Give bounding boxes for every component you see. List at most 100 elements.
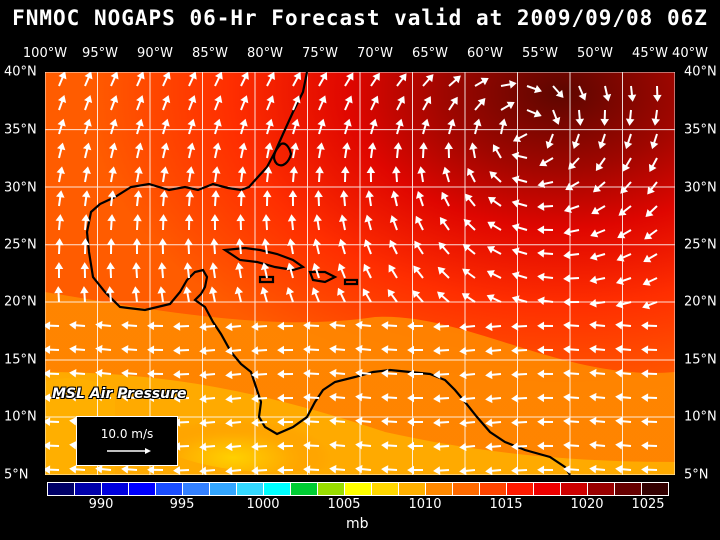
wind-vector-head <box>235 238 245 246</box>
colorbar-segment <box>156 483 183 495</box>
wind-vector-head <box>511 442 519 451</box>
wind-vector-head <box>355 344 363 354</box>
wind-vector-head <box>363 263 371 272</box>
wind-vector-head <box>106 238 116 246</box>
wind-vector-head <box>173 466 181 475</box>
wind-vector-head <box>381 345 389 354</box>
wind-vector-head <box>45 369 51 378</box>
wind-vector-head <box>387 289 396 298</box>
wind-vector-head <box>288 190 298 198</box>
wind-vector-head <box>459 346 467 356</box>
wind-vector-head <box>264 142 274 151</box>
wind-vector-head <box>591 206 600 215</box>
wind-vector-head <box>592 184 602 193</box>
wind-vector-head <box>511 418 519 427</box>
wind-vector-head <box>199 346 207 356</box>
wind-vector-head <box>55 214 65 222</box>
wind-vector-head <box>441 191 449 200</box>
wind-vector-head <box>329 368 337 378</box>
wind-vector-head <box>311 287 320 296</box>
wind-vector-head <box>355 416 363 426</box>
colorbar-segment <box>534 483 561 495</box>
wind-vector-head <box>69 464 77 474</box>
wind-vector-head <box>653 94 662 102</box>
wind-vector-head <box>537 321 545 331</box>
wind-vector-head <box>225 466 233 475</box>
latitude-label: 35°N <box>684 122 717 138</box>
wind-vector-head <box>511 466 519 475</box>
longitude-label: 100°W <box>22 46 68 61</box>
colorbar-segment <box>318 483 345 495</box>
wind-vector-head <box>95 344 103 354</box>
colorbar-tick: 1015 <box>489 497 523 512</box>
wind-vector-head <box>473 118 482 127</box>
wind-vector-head <box>277 369 285 379</box>
colorbar-segment <box>210 483 237 495</box>
wind-vector-head <box>563 345 571 354</box>
wind-vector-head <box>303 321 311 330</box>
wind-vector-head <box>563 274 571 283</box>
wind-vector-head <box>407 345 415 355</box>
wind-vector-head <box>56 190 65 198</box>
wind-vector-head <box>159 190 169 198</box>
wind-vector-head <box>319 72 328 81</box>
wind-vector-head <box>265 118 274 127</box>
wind-vector-head <box>211 190 220 198</box>
wind-vector-head <box>369 118 378 127</box>
wind-vector-head <box>651 118 661 126</box>
field-label: MSL Air Pressure <box>52 386 187 402</box>
wind-vector-head <box>438 241 447 251</box>
wind-vector-head <box>251 370 259 379</box>
wind-vector-head <box>56 166 65 174</box>
wind-vector-head <box>54 286 63 294</box>
wind-vector-head <box>534 84 542 94</box>
wind-vector-head <box>537 249 545 258</box>
reference-vector-label: 10.0 m/s <box>100 427 154 441</box>
wind-vector-head <box>433 466 441 475</box>
wind-vector-head <box>372 72 380 81</box>
wind-vector-head <box>317 118 326 127</box>
wind-vector-head <box>213 118 222 127</box>
wind-vector-head <box>625 118 635 126</box>
wind-vector-head <box>159 214 168 222</box>
map-title: FNMOC NOGAPS 06-Hr Forecast valid at 200… <box>12 6 708 30</box>
wind-vector-head <box>225 418 233 428</box>
wind-vector-head <box>392 166 401 174</box>
wind-vector-head <box>465 193 473 202</box>
wind-vector-head <box>82 142 92 151</box>
wind-vector-head <box>95 464 103 474</box>
wind-vector-head <box>589 298 597 308</box>
wind-vector-head <box>589 344 597 354</box>
low-contour <box>272 142 293 167</box>
wind-vector-head <box>107 214 116 222</box>
wind-vector-head <box>421 118 430 127</box>
colorbar-tick: 990 <box>88 497 114 512</box>
hispaniola-outline <box>308 270 338 284</box>
wind-vector-head <box>600 118 610 126</box>
latitude-label: 35°N <box>4 122 37 138</box>
wind-vector-head <box>641 369 649 378</box>
wind-vector-head <box>459 418 467 428</box>
wind-vector-head <box>83 118 92 127</box>
wind-vector-head <box>641 393 649 402</box>
wind-vector-head <box>45 321 51 330</box>
colorbar-segment <box>642 483 668 495</box>
wind-vector-head <box>537 369 545 379</box>
wind-vector-head <box>132 262 141 270</box>
wind-vector-head <box>506 101 515 110</box>
wind-vector-head <box>277 321 285 331</box>
wind-vector-head <box>617 230 626 239</box>
wind-vector-head <box>225 322 233 332</box>
jamaica-outline <box>258 275 275 284</box>
longitude-label: 85°W <box>192 46 228 61</box>
wind-vector-head <box>293 72 302 81</box>
wind-vector-head <box>95 392 103 402</box>
wind-vector-head <box>537 272 545 282</box>
colorbar-segment <box>588 483 615 495</box>
wind-vector-head <box>643 254 652 263</box>
wind-vector-head <box>370 95 379 104</box>
latitude-label: 5°N <box>4 467 29 483</box>
wind-vector-head <box>344 95 353 104</box>
wind-vector-head <box>589 275 598 285</box>
wind-vector-head <box>615 416 623 426</box>
